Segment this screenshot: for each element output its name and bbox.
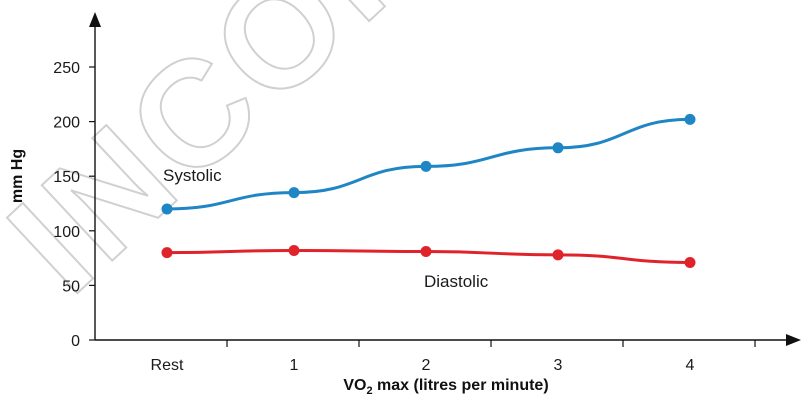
- data-point-systolic: [288, 187, 300, 199]
- y-axis-arrow: [89, 12, 101, 27]
- data-point-diastolic: [288, 244, 300, 256]
- data-point-diastolic: [552, 249, 564, 261]
- y-tick-label: 100: [53, 224, 80, 241]
- x-tick-label: 1: [290, 357, 299, 374]
- y-tick-label: 250: [53, 60, 80, 77]
- series-label-systolic: Systolic: [163, 166, 222, 185]
- data-point-systolic: [552, 142, 564, 154]
- x-tick-label: 4: [686, 357, 695, 374]
- y-tick-label: 150: [53, 169, 80, 186]
- data-point-diastolic: [420, 246, 432, 258]
- data-point-diastolic: [684, 256, 696, 268]
- y-axis-title: mm Hg: [9, 149, 26, 203]
- data-point-systolic: [684, 113, 696, 125]
- data-point-diastolic: [161, 247, 173, 259]
- x-ticks: Rest 1 2 3 4: [151, 340, 756, 374]
- x-tick-label: 3: [554, 357, 563, 374]
- x-tick-label: Rest: [151, 357, 184, 374]
- y-tick-label: 50: [62, 278, 80, 295]
- watermark-text: INCORRECT: [0, 0, 784, 324]
- y-ticks: 0 50 100 150 200 250: [53, 60, 95, 350]
- data-point-systolic: [420, 160, 432, 172]
- x-axis-arrow: [786, 334, 801, 346]
- axes: [89, 12, 801, 346]
- x-axis-title: VO2 max (litres per minute): [343, 377, 548, 397]
- series: [161, 113, 696, 268]
- y-tick-label: 0: [71, 333, 80, 350]
- x-tick-label: 2: [422, 357, 431, 374]
- x-axis-title-subscript: 2: [366, 385, 372, 397]
- x-axis-title-main: VO: [343, 377, 366, 394]
- series-label-diastolic: Diastolic: [424, 272, 489, 291]
- x-axis-title-rest: max (litres per minute): [373, 377, 549, 394]
- data-point-systolic: [161, 203, 173, 215]
- y-tick-label: 200: [53, 115, 80, 132]
